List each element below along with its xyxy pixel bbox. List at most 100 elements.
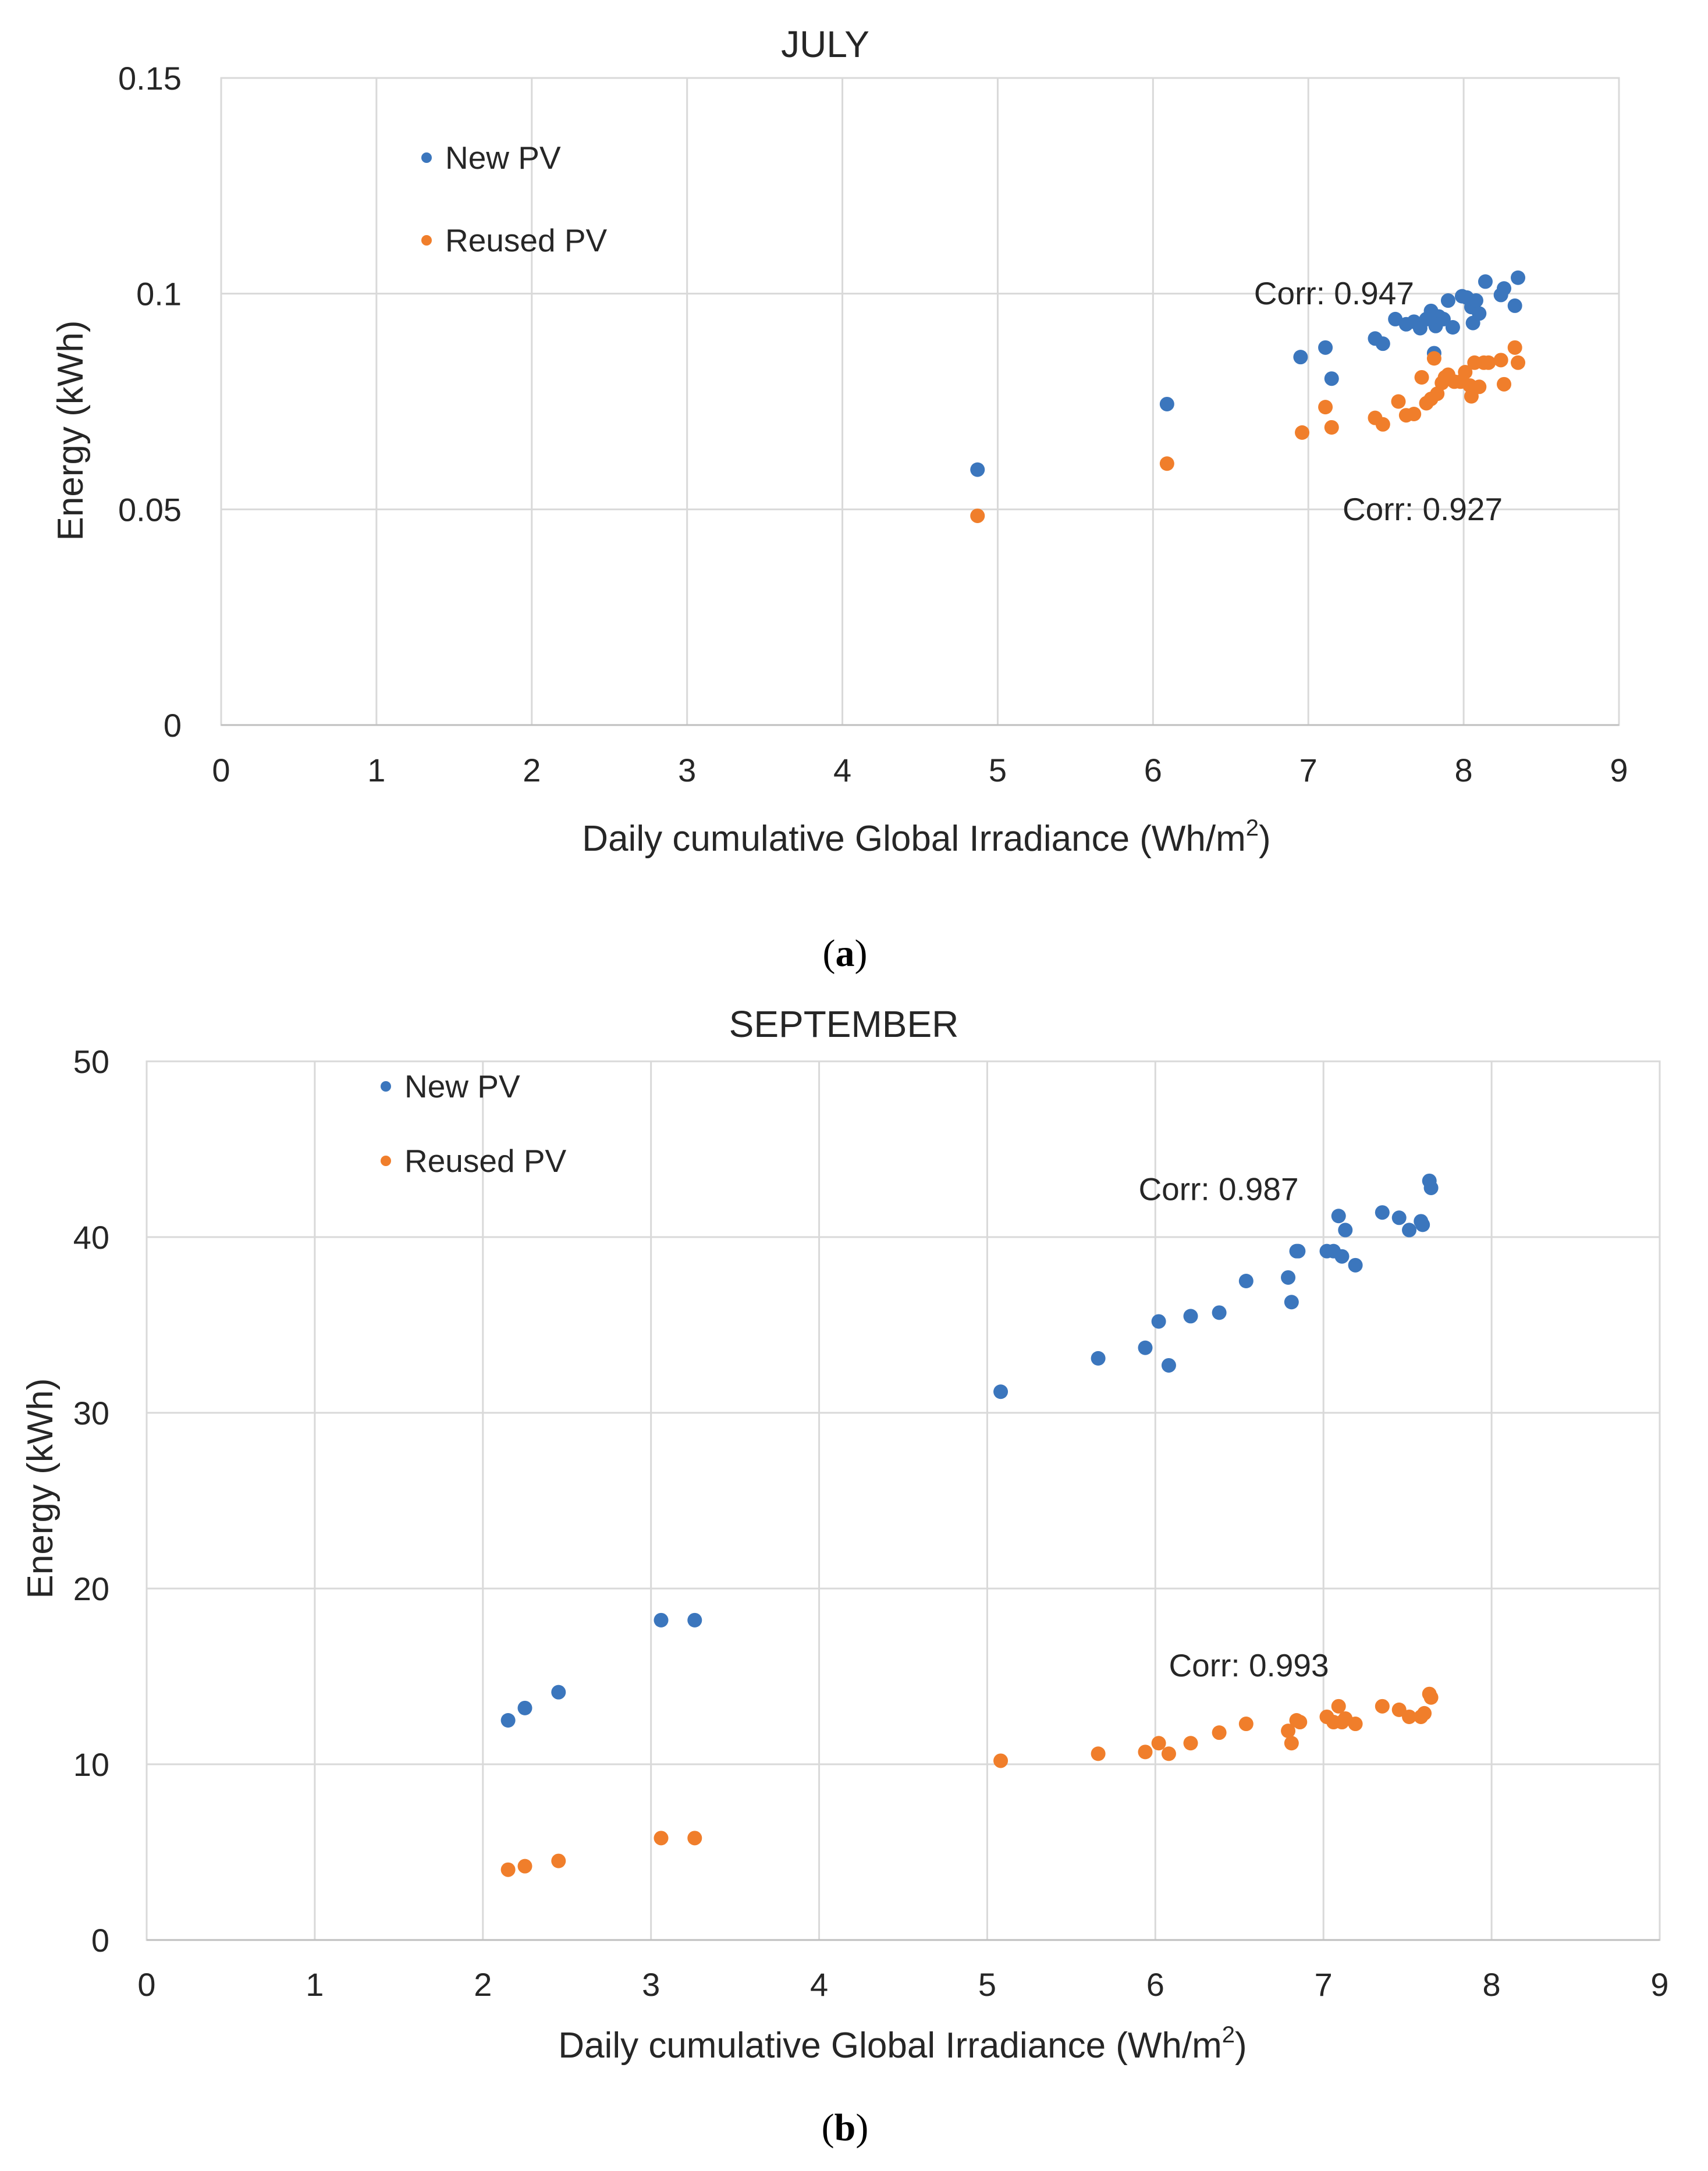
data-point-new-pv <box>1507 298 1522 313</box>
data-point-new-pv <box>1472 306 1487 321</box>
data-point-reused-pv <box>1238 1717 1254 1732</box>
data-point-new-pv <box>1293 350 1308 365</box>
data-point-new-pv <box>687 1612 702 1628</box>
data-points <box>970 270 1526 523</box>
data-point-reused-pv <box>1375 1699 1390 1714</box>
data-point-reused-pv <box>1348 1717 1363 1732</box>
x-tick-label: 3 <box>642 1966 660 2003</box>
chart-title: SEPTEMBER <box>729 1003 959 1045</box>
x-tick-label: 2 <box>474 1966 492 2003</box>
x-tick-label: 1 <box>306 1966 324 2003</box>
data-point-reused-pv <box>1402 1709 1417 1724</box>
x-tick-label: 7 <box>1315 1966 1333 2003</box>
y-tick-label: 20 <box>73 1570 109 1607</box>
data-point-new-pv <box>1331 1209 1346 1224</box>
data-point-new-pv <box>1212 1305 1227 1320</box>
legend-label-reused-pv: Reused PV <box>445 222 608 258</box>
y-axis-label: Energy (kWh) <box>51 321 91 541</box>
data-point-reused-pv <box>1318 400 1333 415</box>
x-tick-label: 8 <box>1483 1966 1501 2003</box>
plot-area-frame <box>220 77 1620 726</box>
x-tick-label: 5 <box>989 752 1007 788</box>
x-tick-label: 6 <box>1146 1966 1164 2003</box>
data-point-reused-pv <box>1414 369 1429 385</box>
x-tick-label: 0 <box>212 752 230 788</box>
x-axis-label: Daily cumulative Global Irradiance (Wh/m… <box>582 815 1270 859</box>
data-point-reused-pv <box>1292 1715 1308 1730</box>
gridlines <box>221 78 1619 726</box>
y-tick-labels: 0 0.05 0.1 0.15 <box>118 60 182 744</box>
data-point-new-pv <box>551 1685 566 1700</box>
x-axis-label-superscript: 2 <box>1246 815 1259 841</box>
data-point-new-pv <box>1375 1205 1390 1220</box>
data-point-reused-pv <box>1183 1736 1198 1751</box>
data-point-reused-pv <box>654 1831 669 1846</box>
data-point-reused-pv <box>551 1853 566 1868</box>
x-axis-label-superscript: 2 <box>1222 2022 1235 2048</box>
legend-marker-reused-pv <box>421 235 432 246</box>
data-point-reused-pv <box>1391 394 1406 409</box>
y-tick-label: 0.1 <box>136 276 182 312</box>
data-point-new-pv <box>1138 1340 1153 1355</box>
x-tick-labels: 0 1 2 3 4 5 6 7 8 9 <box>137 1966 1668 2003</box>
data-point-new-pv <box>500 1713 516 1728</box>
data-point-new-pv <box>1338 1223 1353 1238</box>
data-point-reused-pv <box>1161 1746 1176 1761</box>
data-point-reused-pv <box>1375 417 1390 432</box>
caption-a-letter: a <box>836 932 855 975</box>
data-point-reused-pv <box>1458 365 1473 380</box>
x-tick-label: 6 <box>1144 752 1162 788</box>
data-point-reused-pv <box>1212 1725 1227 1740</box>
gridlines <box>147 1061 1660 1941</box>
x-tick-label: 9 <box>1650 1966 1668 2003</box>
data-point-new-pv <box>1183 1309 1198 1324</box>
data-point-reused-pv <box>1284 1736 1299 1751</box>
data-point-new-pv <box>1324 371 1339 386</box>
caption-b-letter: b <box>835 2106 856 2149</box>
data-point-new-pv <box>1440 293 1455 308</box>
data-point-new-pv <box>1478 274 1493 289</box>
data-point-new-pv <box>1511 270 1526 285</box>
data-point-reused-pv <box>1138 1744 1153 1760</box>
data-point-new-pv <box>993 1384 1009 1399</box>
x-axis-label-text: Daily cumulative Global Irradiance (Wh/m <box>558 2026 1222 2066</box>
data-point-reused-pv <box>1423 1690 1439 1705</box>
x-axis-label: Daily cumulative Global Irradiance (Wh/m… <box>558 2022 1247 2066</box>
data-point-new-pv <box>1318 340 1333 355</box>
legend-label-reused-pv: Reused PV <box>404 1143 567 1179</box>
x-tick-label: 2 <box>523 752 541 788</box>
data-point-new-pv <box>1284 1295 1299 1310</box>
caption-a: (a) <box>823 932 868 975</box>
y-tick-label: 0 <box>91 1922 109 1959</box>
legend: New PV Reused PV <box>381 1068 567 1179</box>
data-point-reused-pv <box>500 1862 516 1877</box>
legend-label-new-pv: New PV <box>445 140 561 176</box>
data-point-reused-pv <box>1472 379 1487 395</box>
y-tick-label: 0.05 <box>118 491 182 528</box>
x-axis-label-text: Daily cumulative Global Irradiance (Wh/m <box>582 819 1246 859</box>
data-point-new-pv <box>1402 1223 1417 1238</box>
data-point-new-pv <box>1159 396 1174 411</box>
data-point-reused-pv <box>1507 340 1522 355</box>
chart-title: JULY <box>781 23 869 65</box>
data-point-reused-pv <box>1511 355 1526 370</box>
data-point-reused-pv <box>1151 1736 1166 1751</box>
data-point-reused-pv <box>1497 376 1512 392</box>
data-point-new-pv <box>1091 1351 1106 1366</box>
data-point-new-pv <box>1423 1180 1439 1195</box>
data-point-new-pv <box>654 1612 669 1628</box>
y-tick-label: 10 <box>73 1746 109 1783</box>
data-point-reused-pv <box>1324 420 1339 435</box>
legend-marker-new-pv <box>421 152 432 163</box>
data-point-new-pv <box>1334 1249 1350 1264</box>
chart-july: JULY 0 1 2 3 4 5 6 7 8 9 0 0.05 0.1 0.15 Daily cumul… <box>51 23 1628 975</box>
data-point-new-pv <box>1468 293 1483 308</box>
y-tick-label: 0 <box>164 707 182 744</box>
x-axis-label-end: ) <box>1235 2026 1247 2066</box>
x-tick-label: 3 <box>678 752 696 788</box>
correlation-label-reused-pv: Corr: 0.993 <box>1169 1647 1329 1683</box>
data-point-new-pv <box>1161 1358 1176 1373</box>
data-point-reused-pv <box>1331 1699 1346 1714</box>
data-point-reused-pv <box>1493 353 1508 368</box>
data-point-reused-pv <box>1481 355 1496 370</box>
